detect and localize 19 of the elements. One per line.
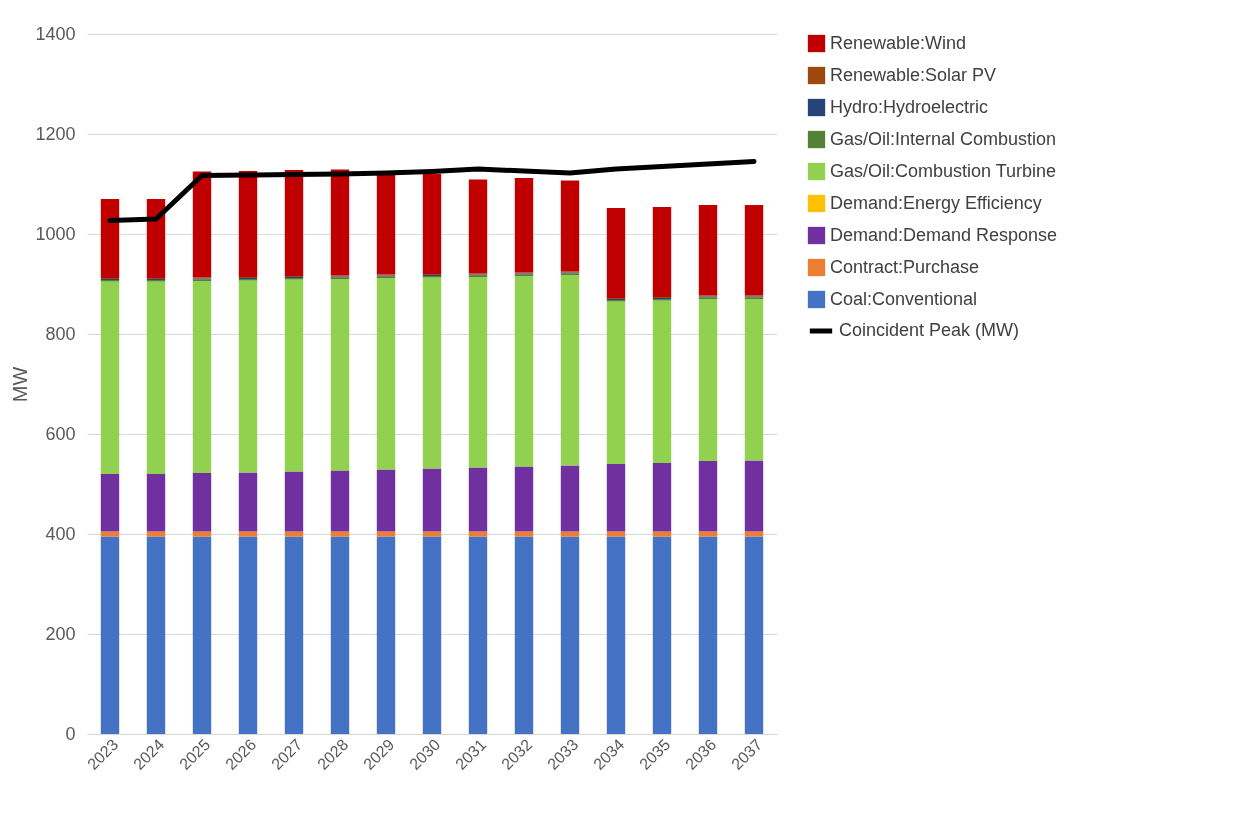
y-tick-label: 1000	[35, 223, 76, 244]
y-tick-label: 0	[65, 723, 76, 744]
legend-label: Gas/Oil:Internal Combustion	[830, 128, 1057, 149]
y-tick-label: 200	[45, 623, 76, 644]
legend-label: Contract:Purchase	[830, 256, 980, 277]
legend-label: Demand:Energy Efficiency	[830, 192, 1042, 213]
legend-label: Demand:Demand Response	[830, 224, 1058, 245]
y-tick-label: 1400	[35, 23, 76, 44]
legend-label: Renewable:Wind	[830, 32, 967, 53]
legend-label: Coincident Peak (MW)	[839, 320, 1020, 340]
y-tick-label: 400	[45, 523, 76, 544]
y-axis-title: MW	[9, 366, 32, 403]
legend-label: Hydro:Hydroelectric	[830, 96, 989, 117]
legend-label: Gas/Oil:Combustion Turbine	[830, 160, 1057, 181]
legend-label: Renewable:Solar PV	[830, 64, 997, 85]
y-tick-label: 800	[45, 323, 76, 344]
y-tick-label: 1200	[35, 123, 76, 144]
y-tick-label: 600	[45, 423, 76, 444]
legend-label: Coal:Conventional	[830, 288, 978, 309]
